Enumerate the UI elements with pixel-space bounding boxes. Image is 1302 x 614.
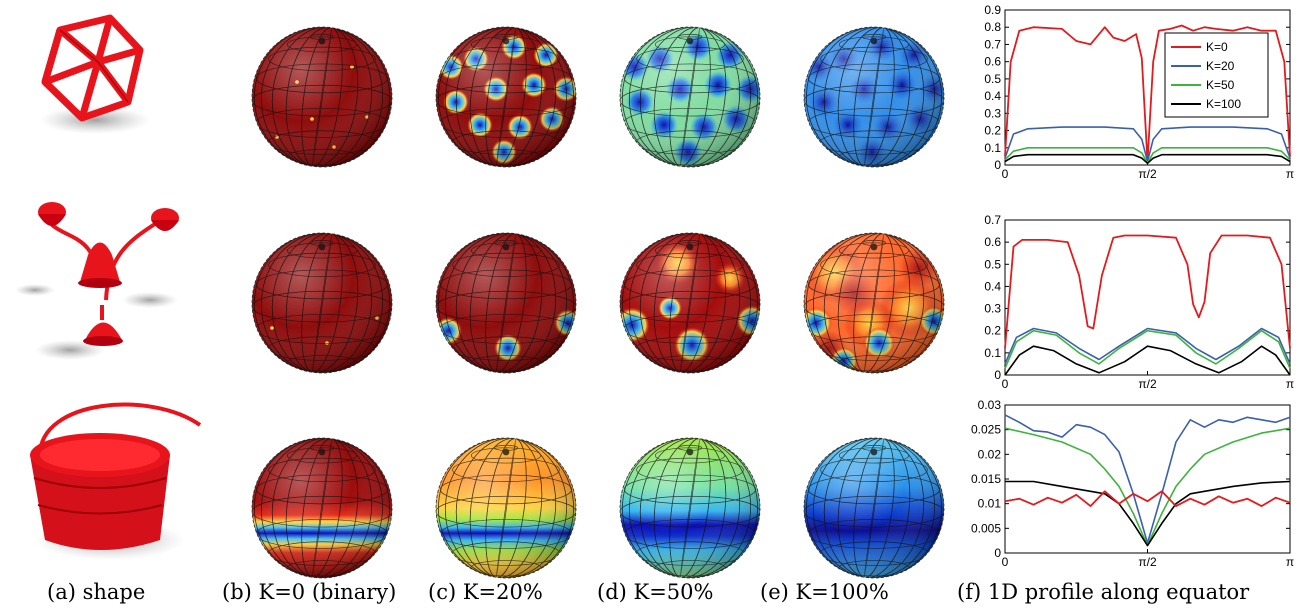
caption-d: (d) K=50%	[597, 580, 714, 604]
sphere-row1-d	[619, 26, 761, 168]
caption-f: (f) 1D profile along equator	[957, 580, 1250, 604]
shape-icosahedron	[40, 14, 150, 134]
series-line-k50	[1004, 329, 1291, 369]
x-tick-label: 0	[1002, 555, 1009, 569]
y-tick-label: 0.8	[984, 20, 1001, 34]
y-tick-label: 0.3	[984, 106, 1001, 120]
y-tick-label: 0.5	[984, 257, 1001, 271]
y-tick-label: 0.2	[984, 324, 1001, 338]
x-tick-label: π/2	[1138, 377, 1157, 391]
y-tick-label: 0.3	[984, 302, 1001, 316]
y-tick-label: 0.005	[971, 521, 1001, 535]
x-tick-label: π/2	[1138, 555, 1157, 569]
shape-bells	[15, 202, 179, 360]
sphere-row2-b	[251, 232, 393, 374]
y-tick-label: 0.9	[984, 3, 1001, 17]
y-tick-label: 0.03	[978, 398, 1002, 412]
legend-label: K=0	[1206, 40, 1228, 54]
sphere-row3-e	[803, 437, 945, 579]
y-tick-label: 0.1	[984, 346, 1001, 360]
y-tick-label: 0.4	[984, 89, 1001, 103]
series-line-k20	[1004, 414, 1291, 544]
y-tick-label: 0.7	[984, 213, 1001, 227]
y-tick-label: 0.025	[971, 423, 1001, 437]
sphere-row3-d	[619, 437, 761, 579]
x-tick-label: π/2	[1138, 167, 1157, 181]
profile-chart-1: 00.10.20.30.40.50.60.70.80.90 π/2 πK=0K=20…	[984, 3, 1294, 181]
x-tick-label: 0	[1002, 167, 1009, 181]
caption-e: (e) K=100%	[760, 580, 889, 604]
series-line-k0	[1004, 24, 1291, 163]
y-tick-label: 0.2	[984, 124, 1001, 138]
y-tick-label: 0.7	[984, 37, 1001, 51]
x-tick-label: 0	[1002, 377, 1009, 391]
legend-label: K=20	[1206, 59, 1235, 73]
y-tick-label: 0	[994, 158, 1001, 172]
y-tick-label: 0.01	[978, 497, 1002, 511]
sphere-row1-c	[435, 26, 577, 168]
x-tick-label: π	[1286, 377, 1294, 391]
series-line-k0	[1004, 490, 1291, 508]
y-tick-label: 0.02	[978, 447, 1002, 461]
y-tick-label: 0.4	[984, 279, 1001, 293]
series-line-k100	[1004, 153, 1291, 165]
y-tick-label: 0.015	[971, 472, 1001, 486]
sphere-row3-b	[251, 437, 393, 579]
sphere-row1-e	[803, 26, 945, 168]
x-tick-label: π	[1286, 555, 1294, 569]
caption-a: (a) shape	[47, 580, 146, 604]
series-line-k20	[1004, 126, 1291, 163]
chart-frame	[1004, 219, 1291, 376]
y-tick-label: 0	[994, 368, 1001, 382]
profile-chart-2: 0 0.1 0.2 0.3 0.4 0.5 0.6 0.7 0 π/2 π	[984, 213, 1294, 391]
sphere-row2-c	[435, 232, 577, 374]
y-tick-label: 0.6	[984, 235, 1001, 249]
chart-frame	[1004, 404, 1291, 554]
chart-legend: K=0 K=20 K=50 K=100	[1164, 32, 1269, 118]
x-tick-label: π	[1286, 167, 1294, 181]
shape-bucket	[30, 402, 202, 560]
sphere-row3-c	[435, 437, 577, 579]
series-line-k100	[1004, 345, 1291, 376]
caption-c: (c) K=20%	[428, 580, 543, 604]
sphere-row1-b	[251, 26, 393, 168]
legend-label: K=100	[1206, 97, 1241, 111]
series-line-k0	[1004, 234, 1291, 349]
y-tick-label: 0.6	[984, 55, 1001, 69]
sphere-row2-d	[619, 232, 761, 374]
y-tick-label: 0	[994, 546, 1001, 560]
legend-label: K=50	[1206, 78, 1235, 92]
sphere-row2-e	[803, 232, 945, 374]
y-tick-label: 0.5	[984, 72, 1001, 86]
series-line-k100	[1005, 480, 1291, 547]
profile-chart-3: 0 0.005 0.01 0.015 0.02 0.025 0.03 0 π/2 π	[971, 398, 1294, 569]
series-line-k20	[1004, 327, 1291, 365]
caption-b: (b) K=0 (binary)	[222, 580, 397, 604]
y-tick-label: 0.1	[984, 141, 1001, 155]
